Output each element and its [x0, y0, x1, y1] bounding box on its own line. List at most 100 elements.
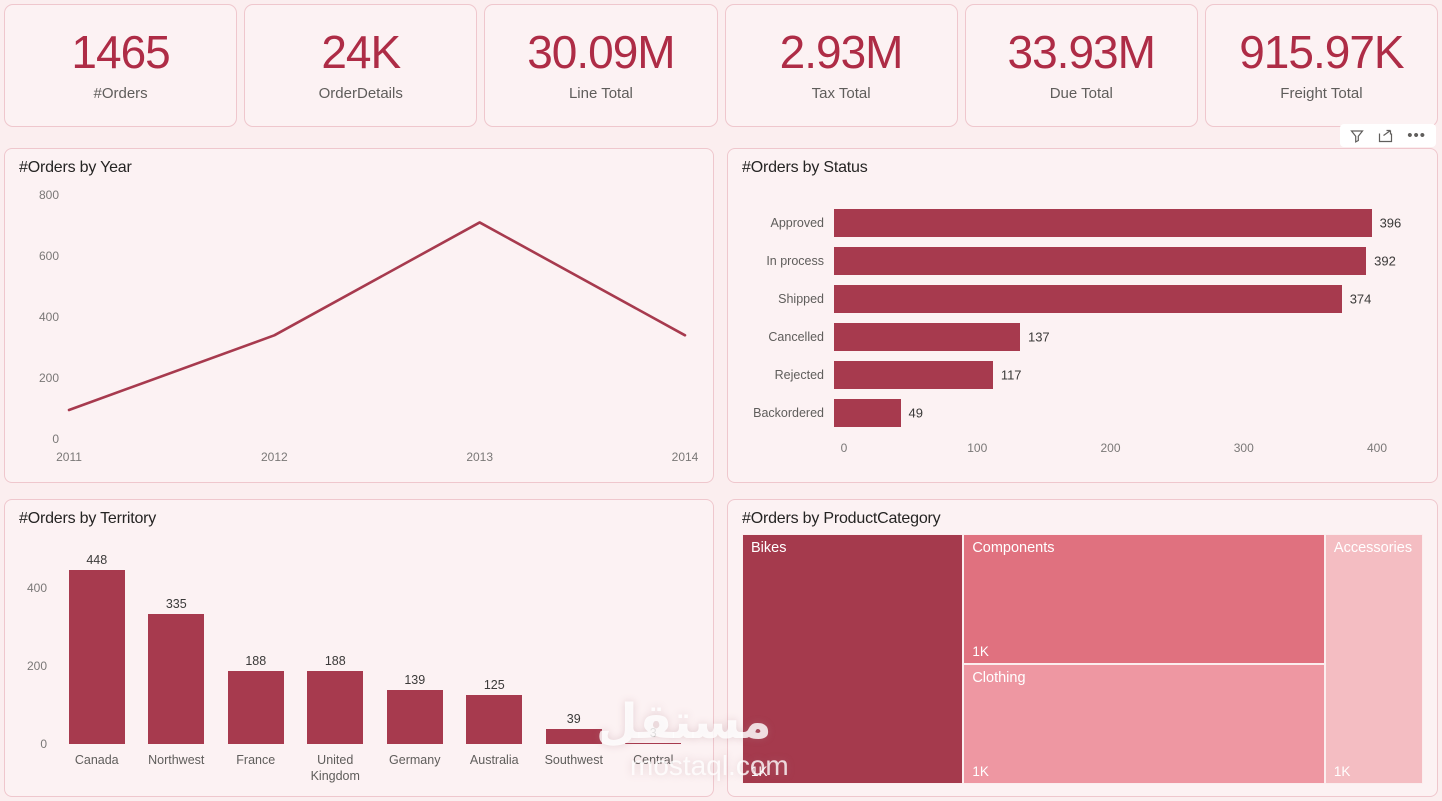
kpi-label: OrderDetails — [318, 84, 403, 102]
status-value-label: 392 — [1374, 253, 1396, 269]
product-category-treemap: Bikes 1K Components 1K Clothing 1K Acces… — [742, 534, 1423, 784]
territory-column-group: 188 — [296, 654, 376, 744]
treemap-node-accessories[interactable]: Accessories 1K — [1324, 534, 1423, 784]
territory-bar[interactable] — [625, 742, 682, 744]
territory-bar[interactable] — [148, 613, 205, 744]
visual-hover-toolbar: ••• — [1340, 124, 1436, 147]
treemap-node-bikes[interactable]: Bikes 1K — [742, 534, 964, 784]
treemap-node-label: Clothing — [972, 669, 1026, 686]
status-value-label: 374 — [1349, 291, 1372, 307]
kpi-card-tax-total: 2.93M Tax Total — [724, 4, 958, 127]
status-bar-track: 374 — [834, 285, 1377, 313]
chart-title: #Orders by ProductCategory — [742, 510, 941, 527]
orders-by-product-category-panel: #Orders by ProductCategory Bikes 1K Comp… — [727, 499, 1438, 797]
territory-value-label: 139 — [404, 672, 426, 687]
more-options-icon[interactable]: ••• — [1407, 126, 1426, 144]
status-category-label: Backordered — [753, 406, 824, 420]
status-category-label: In process — [766, 254, 824, 268]
territory-value-label: 188 — [245, 653, 267, 668]
status-bar-track: 117 — [834, 361, 1377, 389]
status-bar-track: 392 — [834, 247, 1396, 275]
report-canvas: #Orders by Year 0 200 400 600 800 2011 2012 201… — [4, 148, 1438, 797]
territory-value-label: 125 — [483, 678, 505, 693]
filter-icon[interactable] — [1350, 129, 1364, 143]
status-row: Shipped 374 — [742, 285, 1423, 313]
status-value-label: 117 — [1000, 367, 1022, 383]
treemap-node-clothing[interactable]: Clothing 1K — [963, 663, 1325, 784]
chart-title: #Orders by Year — [19, 159, 132, 176]
territory-bar[interactable] — [227, 670, 284, 744]
territory-column-group: 335 — [137, 597, 217, 744]
x-axis-tick: 2011 — [56, 450, 82, 464]
territory-column-group: 139 — [375, 673, 455, 744]
status-bar[interactable] — [834, 361, 993, 389]
y-axis-tick: 400 — [26, 581, 47, 596]
y-axis-tick: 800 — [39, 188, 59, 202]
kpi-card-orderdetails: 24K OrderDetails — [244, 4, 478, 127]
territory-category-label: Northwest — [148, 753, 205, 767]
treemap-node-components[interactable]: Components 1K — [963, 534, 1325, 664]
status-bar[interactable] — [834, 323, 1020, 351]
status-row: Rejected 117 — [742, 361, 1423, 389]
orders-by-year-panel: #Orders by Year 0 200 400 600 800 2011 2012 201… — [4, 148, 714, 483]
territory-value-label: 335 — [165, 596, 187, 611]
y-axis-tick: 0 — [40, 737, 47, 751]
orders-by-territory-chart: 0 200 400 448 335 188 188 139 125 39 3 — [19, 544, 699, 785]
kpi-value: 30.09M — [527, 26, 675, 79]
status-category-label: Cancelled — [768, 330, 824, 344]
kpi-card-orders: 1465 #Orders — [4, 4, 238, 127]
status-row: Cancelled 137 — [742, 323, 1423, 351]
status-value-label: 49 — [908, 405, 923, 421]
orders-by-year-plot: 0 200 400 600 800 2011 2012 2013 2014 — [39, 188, 699, 464]
status-value-label: 396 — [1379, 215, 1402, 231]
territory-category-label: United Kingdom — [310, 753, 360, 784]
territory-value-label: 188 — [324, 653, 346, 668]
orders-by-status-panel: #Orders by Status Approved 396 In proces… — [727, 148, 1438, 483]
status-row: Approved 396 — [742, 209, 1423, 237]
territory-category-labels: Canada Northwest France United Kingdom Germa… — [57, 752, 693, 785]
treemap-node-value: 1K — [751, 764, 768, 779]
kpi-value: 33.93M — [1007, 26, 1156, 79]
territory-value-label: 3 — [649, 725, 657, 740]
y-axis-tick: 400 — [39, 310, 59, 324]
treemap-node-value: 1K — [972, 643, 989, 659]
territory-value-label: 448 — [86, 552, 108, 567]
treemap-node-label: Accessories — [1333, 540, 1413, 556]
y-axis-tick: 600 — [39, 249, 59, 263]
orders-by-year-line[interactable] — [67, 221, 687, 412]
status-bar-track: 49 — [834, 399, 1377, 427]
status-bar[interactable] — [834, 399, 901, 427]
status-bar[interactable] — [834, 285, 1342, 313]
status-bar[interactable] — [834, 247, 1367, 275]
territory-column-group: 39 — [534, 712, 614, 744]
territory-category-label: Canada — [74, 753, 119, 767]
x-axis-tick: 2013 — [466, 450, 493, 464]
territory-bar[interactable] — [466, 695, 523, 744]
kpi-label: Due Total — [1049, 84, 1113, 102]
territory-bar[interactable] — [545, 728, 602, 744]
orders-by-status-x-axis: 0 100 200 300 400 — [841, 441, 1387, 457]
kpi-value: 2.93M — [779, 26, 904, 79]
x-axis-tick: 2012 — [261, 450, 288, 464]
y-axis-tick: 200 — [39, 371, 59, 385]
kpi-label: Tax Total — [811, 84, 871, 102]
territory-bar[interactable] — [386, 689, 443, 744]
treemap-node-label: Bikes — [751, 540, 787, 556]
focus-mode-icon[interactable] — [1378, 129, 1393, 143]
x-axis-tick: 300 — [1233, 441, 1254, 455]
treemap-node-value: 1K — [1333, 764, 1351, 779]
x-axis-tick: 100 — [967, 441, 988, 455]
kpi-card-due-total: 33.93M Due Total — [964, 4, 1198, 127]
chart-title: #Orders by Territory — [19, 510, 157, 527]
status-value-label: 137 — [1027, 329, 1050, 345]
status-bar[interactable] — [834, 209, 1372, 237]
territory-column-group: 448 — [57, 553, 137, 744]
kpi-card-freight-total: 915.97K Freight Total — [1204, 4, 1438, 127]
territory-y-axis: 0 200 400 — [19, 544, 57, 751]
territory-column-group: 188 — [216, 654, 296, 744]
territory-bar[interactable] — [307, 670, 364, 744]
kpi-value: 915.97K — [1239, 26, 1404, 79]
y-axis-tick: 0 — [52, 432, 59, 446]
territory-bar[interactable] — [68, 569, 125, 744]
status-category-label: Rejected — [774, 368, 824, 382]
